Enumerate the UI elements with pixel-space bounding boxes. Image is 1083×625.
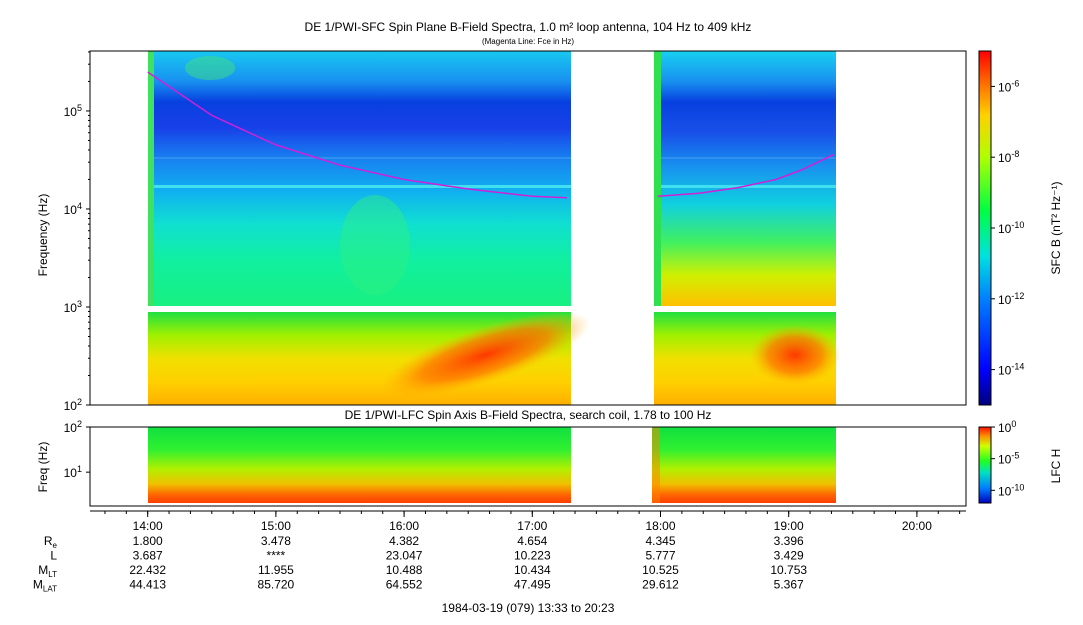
- time-tick-label: 16:00: [389, 519, 419, 533]
- sfc-line-2: [661, 185, 836, 188]
- time-tick-label: 15:00: [261, 519, 291, 533]
- sfc-colorbar-gradient: [978, 50, 992, 406]
- ephemeris-row-label: L: [50, 549, 57, 563]
- ephemeris-value: 1.800: [133, 534, 163, 548]
- sfc-emission-1: [380, 311, 590, 399]
- ephemeris-value: 10.434: [514, 563, 551, 577]
- ephemeris-value: 10.753: [770, 563, 807, 577]
- fce-line-segment-2: [657, 153, 834, 197]
- ephemeris-value: 5.777: [645, 549, 675, 563]
- ephemeris-row-label: Re: [44, 534, 58, 550]
- lfc-colorbar-tick-label: 10-10: [998, 482, 1024, 498]
- sfc-edge-strip-2: [654, 51, 661, 306]
- sfc-upper-block-1: [148, 51, 571, 306]
- sfc-y-tick-label: 102: [64, 397, 82, 413]
- time-tick-label: 18:00: [645, 519, 675, 533]
- sfc-colorbar-tick-label: 10-14: [998, 362, 1024, 378]
- ephemeris-value: 47.495: [514, 578, 551, 592]
- ephemeris-value: 10.223: [514, 549, 551, 563]
- sfc-line-4: [661, 157, 836, 159]
- lfc-block-2: [652, 427, 836, 503]
- ephemeris-value: 64.552: [386, 578, 423, 592]
- ephemeris-value: 3.429: [774, 549, 804, 563]
- lfc-title: DE 1/PWI-LFC Spin Axis B-Field Spectra, …: [345, 408, 712, 422]
- time-tick-label: 20:00: [902, 519, 932, 533]
- ephemeris-value: 3.396: [774, 534, 804, 548]
- lfc-spectrogram-panel: [89, 426, 967, 507]
- sfc-subtitle: (Magenta Line: Fce in Hz): [482, 37, 574, 46]
- lfc-panel-frame: [89, 426, 967, 507]
- lfc-y-label: Freq (Hz): [36, 442, 50, 493]
- lfc-y-tick-label: 101: [64, 464, 82, 480]
- fce-line-segment-1: [147, 71, 567, 199]
- ephemeris-value: 11.955: [258, 563, 294, 577]
- ephemeris-value: 22.432: [129, 563, 166, 577]
- time-tick-label: 17:00: [517, 519, 547, 533]
- sfc-colorbar-label: SFC B (nT² Hz⁻¹): [1049, 182, 1063, 275]
- sfc-spectrogram-panel: [89, 50, 967, 406]
- sfc-colorbar-tick-label: 10-8: [998, 149, 1019, 165]
- footer-date-range: 1984-03-19 (079) 13:33 to 20:23: [442, 601, 615, 615]
- lfc-colorbar-label: LFC H: [1049, 449, 1063, 484]
- ephemeris-value: 85.720: [258, 578, 295, 592]
- ephemeris-value: 4.382: [389, 534, 419, 548]
- sfc-upper-block-2: [654, 51, 836, 306]
- lfc-block-1: [148, 427, 571, 503]
- ephemeris-table: Re 1.800 3.478 4.382 4.654 4.345 3.396 L 3.687 **…: [33, 534, 807, 594]
- ephemeris-value: 4.654: [517, 534, 547, 548]
- sfc-emission-2: [750, 325, 840, 385]
- ephemeris-value: 4.345: [645, 534, 675, 548]
- sfc-hf-patch: [185, 56, 235, 80]
- lfc-colorbar-tick-label: 10-5: [998, 451, 1019, 467]
- ephemeris-value: 5.367: [774, 578, 804, 592]
- ephemeris-value: 10.525: [642, 563, 679, 577]
- sfc-y-tick-label: 105: [64, 103, 82, 119]
- sfc-line-1: [154, 185, 571, 188]
- ephemeris-value: 44.413: [129, 578, 166, 592]
- lfc-colorbar-tick-label: 100: [998, 419, 1016, 435]
- ephemeris-value: ****: [267, 549, 286, 563]
- ephemeris-row-label: MLAT: [33, 578, 57, 594]
- ephemeris-value: 3.687: [133, 549, 163, 563]
- sfc-panel-frame: [89, 50, 967, 406]
- lfc-colorbar: 100 10-5 10-10 LFC H: [978, 419, 1063, 504]
- ephemeris-value: 3.478: [261, 534, 291, 548]
- lfc-colorbar-gradient: [978, 426, 992, 504]
- ephemeris-value: 10.488: [386, 563, 423, 577]
- sfc-y-label: Frequency (Hz): [36, 194, 50, 277]
- ephemeris-value: 23.047: [386, 549, 423, 563]
- time-tick-label: 14:00: [133, 519, 163, 533]
- time-tick-label: 19:00: [774, 519, 804, 533]
- sfc-colorbar-tick-label: 10-6: [998, 78, 1019, 94]
- sfc-colorbar-tick-label: 10-12: [998, 291, 1024, 307]
- sfc-colorbar: 10-6 10-8 10-10 10-12 10-14 SFC B (nT² Hz⁻¹): [978, 50, 1063, 406]
- sfc-colorbar-tick-label: 10-10: [998, 220, 1024, 236]
- sfc-line-3: [154, 157, 571, 159]
- sfc-edge-strip: [148, 51, 154, 306]
- lfc-y-tick-label: 102: [64, 419, 82, 435]
- sfc-y-tick-label: 104: [64, 201, 82, 217]
- lfc-y-axis: 101 102: [64, 419, 90, 480]
- sfc-title: DE 1/PWI-SFC Spin Plane B-Field Spectra,…: [305, 20, 752, 34]
- sfc-y-axis: 102 103 104 105: [64, 51, 90, 413]
- lfc-edge-strip: [652, 427, 660, 503]
- ephemeris-value: 29.612: [642, 578, 679, 592]
- sfc-chorus-burst: [340, 195, 410, 295]
- ephemeris-row-label: MLT: [38, 563, 57, 579]
- sfc-y-tick-label: 103: [64, 299, 82, 315]
- time-axis: 14:00 15:00 16:00 17:00 18:00 19:00 20:00: [90, 510, 966, 533]
